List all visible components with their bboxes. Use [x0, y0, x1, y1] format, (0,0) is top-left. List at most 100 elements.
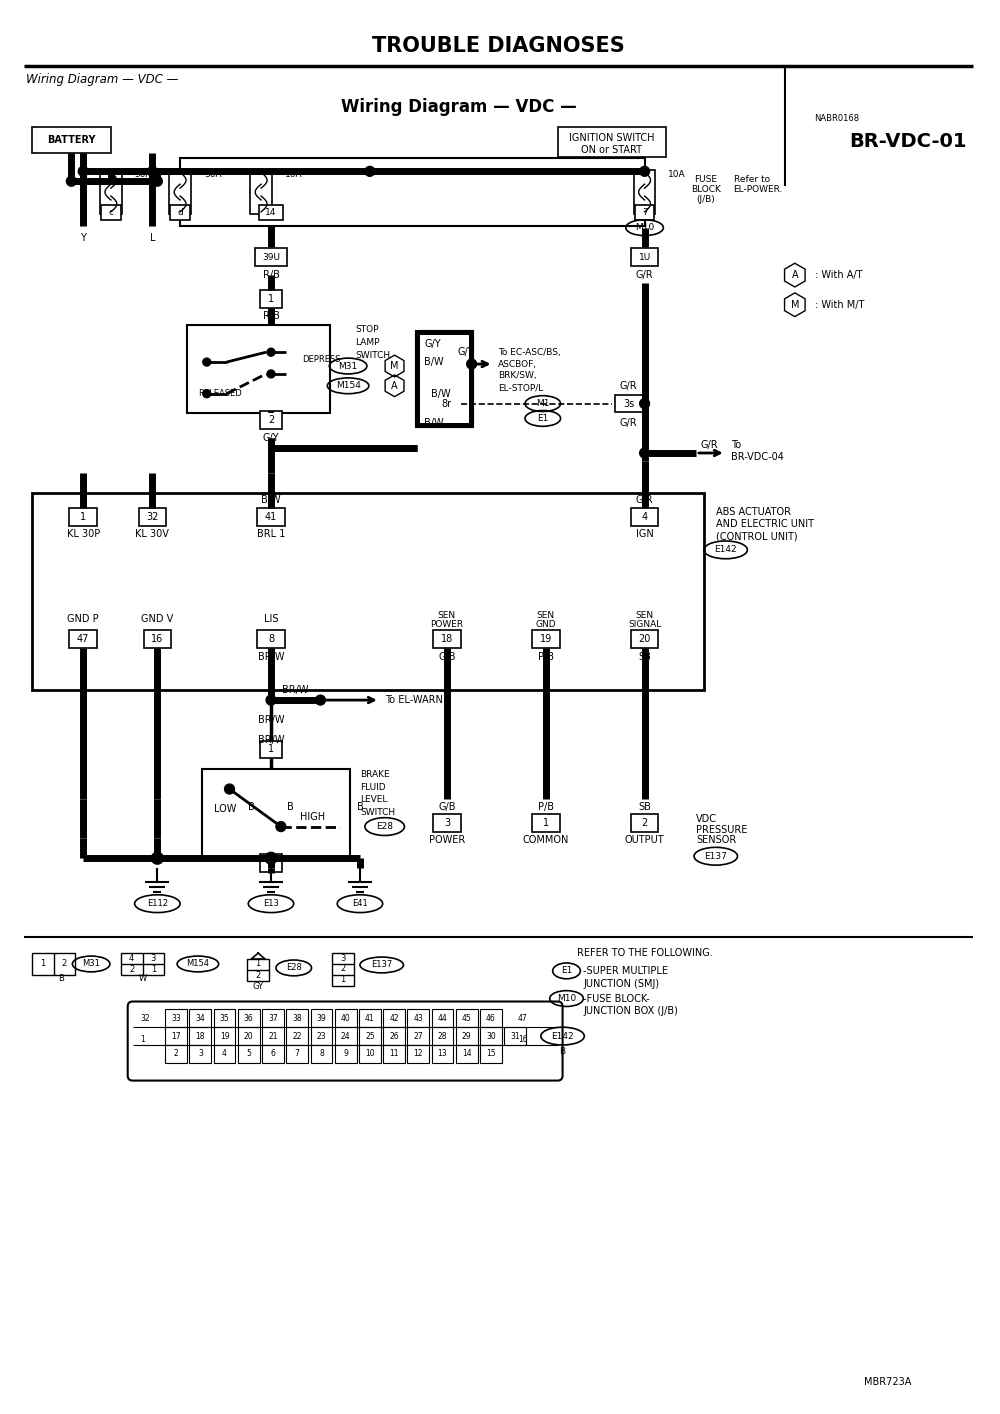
Text: 46: 46 [486, 1014, 496, 1022]
Text: POWER: POWER [429, 836, 465, 846]
Text: 22: 22 [292, 1032, 302, 1041]
Bar [383, 1010, 405, 1027]
Text: To EL-WARN: To EL-WARN [385, 696, 443, 706]
Text: BRAKE: BRAKE [360, 769, 390, 779]
Bar [359, 1010, 381, 1027]
Text: W: W [138, 974, 147, 983]
Text: 1: 1 [268, 294, 274, 304]
Text: 8: 8 [268, 633, 274, 643]
Text: 45: 45 [462, 1014, 472, 1022]
Bar [456, 1010, 478, 1027]
Text: 39U: 39U [262, 253, 280, 262]
Text: L: L [150, 495, 155, 505]
Text: E1: E1 [561, 966, 572, 976]
Text: 11: 11 [389, 1049, 399, 1059]
Text: IGNITION SWITCH: IGNITION SWITCH [569, 133, 655, 143]
Text: E137: E137 [704, 851, 727, 861]
Text: 35: 35 [220, 1014, 229, 1022]
Text: E137: E137 [371, 960, 392, 970]
Text: KL 30P: KL 30P [67, 529, 100, 539]
Text: AND ELECTRIC UNIT: AND ELECTRIC UNIT [716, 519, 814, 529]
Text: To: To [731, 440, 741, 450]
Text: E142: E142 [714, 546, 737, 554]
Text: 34: 34 [195, 1014, 205, 1022]
Text: PRESSURE: PRESSURE [696, 824, 747, 834]
Text: B: B [287, 802, 294, 812]
Text: GND: GND [535, 621, 556, 629]
Bar [260, 854, 282, 872]
Text: G/Y: G/Y [424, 339, 441, 349]
Text: 25: 25 [365, 1032, 375, 1041]
Bar [532, 629, 560, 648]
Text: 2: 2 [641, 817, 648, 827]
Bar [383, 1027, 405, 1045]
Text: 3: 3 [340, 953, 346, 963]
Text: 14: 14 [462, 1049, 472, 1059]
Text: SENSOR: SENSOR [696, 836, 736, 846]
Text: 36: 36 [244, 1014, 254, 1022]
Bar [311, 1027, 332, 1045]
Bar [189, 1027, 211, 1045]
Text: 9: 9 [343, 1049, 348, 1059]
Bar [101, 205, 121, 221]
Bar [420, 335, 469, 423]
Text: 40: 40 [341, 1014, 351, 1022]
Bar [359, 1045, 381, 1063]
Text: 12: 12 [414, 1049, 423, 1059]
Text: 23: 23 [317, 1032, 326, 1041]
Text: B: B [357, 802, 363, 812]
Text: 1: 1 [341, 976, 346, 984]
Text: 38: 38 [292, 1014, 302, 1022]
Text: LEVEL: LEVEL [360, 796, 387, 805]
Bar [286, 1027, 308, 1045]
Circle shape [266, 696, 276, 706]
Bar [214, 1027, 235, 1045]
Text: 24: 24 [341, 1032, 350, 1041]
Bar [139, 509, 166, 526]
Circle shape [276, 822, 286, 831]
Text: 3s: 3s [623, 399, 634, 409]
Text: 47: 47 [518, 1014, 528, 1022]
Text: BR/W: BR/W [258, 715, 284, 725]
Bar [615, 395, 643, 413]
Text: 2: 2 [129, 966, 134, 974]
Bar [69, 509, 97, 526]
Circle shape [267, 370, 275, 378]
Text: 6: 6 [271, 1049, 275, 1059]
Bar [634, 170, 655, 214]
Bar [260, 741, 282, 758]
Circle shape [467, 359, 477, 369]
Bar [432, 1010, 453, 1027]
Text: JUNCTION (SMJ): JUNCTION (SMJ) [583, 978, 659, 988]
Text: 41: 41 [265, 512, 277, 522]
Bar [257, 629, 285, 648]
Text: L: L [150, 232, 155, 243]
Text: GY: GY [253, 983, 264, 991]
Text: 1: 1 [543, 817, 549, 827]
Bar [255, 249, 287, 266]
Bar [250, 170, 272, 214]
Bar [169, 170, 191, 214]
Text: 4: 4 [129, 953, 134, 963]
Text: 8r: 8r [442, 399, 452, 409]
Text: 21: 21 [268, 1032, 278, 1041]
Text: 2: 2 [268, 416, 274, 426]
Text: 29: 29 [462, 1032, 472, 1041]
Text: B: B [248, 802, 255, 812]
Text: GND V: GND V [141, 614, 173, 624]
Text: KL 30V: KL 30V [135, 529, 169, 539]
Text: B/W: B/W [261, 495, 281, 505]
Text: 1: 1 [151, 966, 156, 974]
FancyBboxPatch shape [128, 1001, 563, 1080]
Text: REFER TO THE FOLLOWING.: REFER TO THE FOLLOWING. [577, 949, 713, 959]
Circle shape [365, 167, 375, 177]
Text: BR-VDC-01: BR-VDC-01 [849, 132, 967, 151]
Text: 1: 1 [268, 745, 274, 755]
Text: Wiring Diagram — VDC —: Wiring Diagram — VDC — [341, 98, 577, 116]
Bar [260, 290, 282, 308]
Bar [247, 959, 269, 981]
Text: 27: 27 [413, 1032, 423, 1041]
Text: M: M [390, 361, 399, 370]
Bar [407, 1027, 429, 1045]
Text: 1: 1 [80, 512, 86, 522]
